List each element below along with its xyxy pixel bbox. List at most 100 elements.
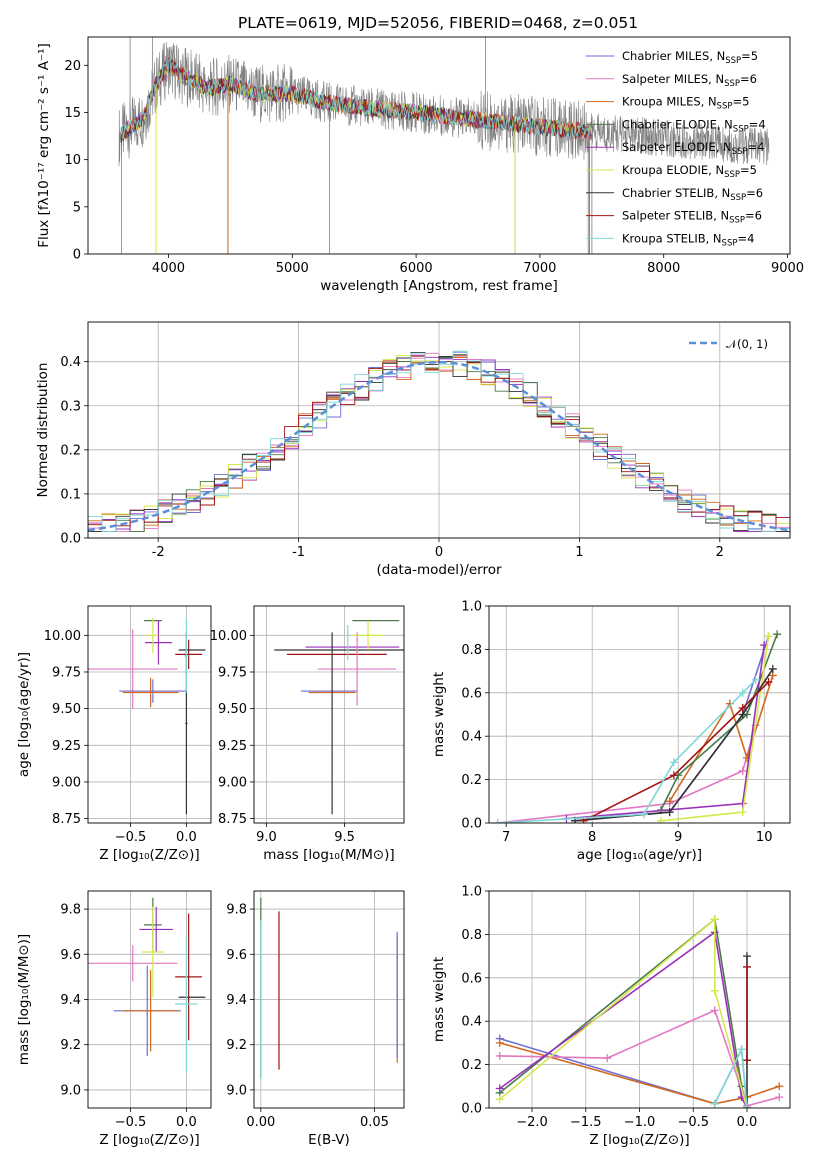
x-tick-label: 10 — [756, 830, 773, 845]
data-point — [122, 677, 179, 708]
weight-marker — [657, 816, 665, 823]
legend-subscript: SSP — [717, 102, 733, 112]
legend-name: Chabrier ELODIE, N — [622, 117, 733, 131]
legend-subscript: SSP — [733, 124, 749, 134]
y-tick-label: 0.6 — [461, 686, 482, 701]
legend-count: =6 — [745, 209, 762, 223]
x-tick-label: 9.0 — [256, 830, 277, 845]
weight-marker — [738, 808, 747, 817]
x-axis-label: wavelength [Angstrom, rest frame] — [320, 278, 558, 294]
x-axis-label: Z [log₁₀(Z/Z⊙)] — [589, 1132, 689, 1148]
x-tick-label: 2 — [716, 545, 724, 560]
weight-line-1 — [499, 1042, 780, 1105]
legend-entry: Salpeter STELIB, NSSP=6 — [622, 209, 762, 226]
x-tick-label: 8000 — [647, 261, 680, 276]
y-axis-label: age [log₁₀(age/yr)] — [16, 652, 32, 777]
legend-name: Kroupa STELIB, N — [622, 231, 722, 245]
weight-marker — [495, 1084, 504, 1093]
y-tick-label: 0.2 — [60, 443, 81, 458]
y-tick-label: 9.25 — [52, 739, 81, 754]
y-tick-label: 0.6 — [461, 971, 482, 986]
x-tick-label: 0.0 — [737, 1115, 758, 1130]
y-tick-label: 10 — [64, 153, 81, 168]
weight-marker — [743, 1056, 751, 1065]
y-axis-label: Flux [fλ10⁻¹⁷ erg cm⁻² s⁻¹ A⁻¹] — [36, 43, 52, 248]
y-tick-label: 0.4 — [60, 355, 81, 370]
weight-marker — [710, 1006, 719, 1015]
axes-frame — [87, 890, 212, 1109]
legend-name: Chabrier STELIB, N — [622, 186, 730, 200]
data-point — [139, 906, 173, 953]
data-point — [122, 970, 179, 1052]
weight-line-1 — [497, 725, 757, 823]
x-tick-label: 7 — [502, 830, 510, 845]
legend-entry: Salpeter MILES, NSSP=6 — [622, 72, 757, 89]
residual-histogram-8 — [88, 350, 790, 532]
x-tick-label: −0.5 — [115, 830, 147, 845]
legend-subscript: SSP — [732, 147, 748, 157]
y-tick-label: 9.00 — [218, 775, 247, 790]
data-point — [145, 620, 172, 665]
weight-marker — [775, 1082, 784, 1091]
axes-frame — [488, 890, 791, 1109]
weight-marker — [665, 808, 674, 817]
plot-area — [254, 606, 404, 823]
weight-marker — [775, 1093, 784, 1102]
y-tick-label: 9.6 — [226, 948, 247, 963]
plot-area — [489, 891, 790, 1108]
y-tick-label: 1.0 — [461, 600, 482, 615]
y-tick-label: 9.2 — [226, 1038, 247, 1053]
model-spectrum-7 — [121, 57, 593, 140]
legend-entry: Kroupa MILES, NSSP=5 — [622, 95, 749, 112]
y-tick-label: 9.4 — [60, 993, 81, 1008]
y-tick-label: 9.6 — [60, 948, 81, 963]
x-tick-label: 4000 — [152, 261, 185, 276]
legend-count: =4 — [748, 140, 765, 154]
y-tick-label: 0.8 — [461, 643, 482, 658]
data-point — [88, 945, 178, 982]
plot-area — [88, 322, 790, 538]
weight-line-2 — [668, 675, 774, 802]
age-vs-mass-panel: 9.0 9.5 8.75 9.00 9.25 9.50 9.75 10.00 mass [log… — [210, 605, 405, 863]
data-point — [88, 629, 178, 709]
plot-area — [254, 891, 404, 1108]
legend-count: =6 — [746, 186, 763, 200]
legend-name: Salpeter STELIB, N — [622, 209, 729, 223]
weight-marker — [495, 1038, 504, 1047]
y-tick-label: 0.0 — [60, 532, 81, 547]
figure-title: PLATE=0619, MJD=52056, FIBERID=0468, z=0… — [238, 14, 638, 32]
y-tick-label: 15 — [64, 106, 81, 121]
x-tick-label: -1 — [292, 545, 305, 560]
data-point — [175, 936, 198, 1072]
weight-marker — [743, 1104, 751, 1108]
legend-name: Kroupa MILES, N — [622, 95, 717, 109]
y-tick-label: 9.8 — [60, 903, 81, 918]
plot-area — [88, 606, 211, 823]
mass-vs-metallicity-panel: −0.5 0.0 9.0 9.2 9.4 9.6 9.8 Z [log₁₀(Z/Z⊙)] mas… — [16, 890, 212, 1148]
weight-marker — [665, 797, 674, 806]
weight-vs-age-panel: 7 8 9 10 0.0 0.2 0.4 0.6 0.8 1.0 age [log₁₀(age/yr… — [431, 600, 791, 863]
weight-marker — [737, 1045, 746, 1054]
model-spectrum-6 — [121, 59, 593, 143]
weight-marker — [738, 703, 747, 712]
x-tick-label: 0 — [435, 545, 443, 560]
y-tick-label: 0.4 — [461, 730, 482, 745]
data-point — [175, 913, 203, 1041]
weight-marker — [738, 799, 747, 808]
y-tick-label: 9.50 — [218, 702, 247, 717]
x-tick-label: −0.5 — [677, 1115, 709, 1130]
y-tick-label: 9.2 — [60, 1038, 81, 1053]
legend-subscript: SSP — [722, 238, 738, 248]
age-vs-metallicity-panel: −0.5 0.0 8.75 9.00 9.25 9.50 9.75 10.00 Z [log₁₀… — [16, 605, 212, 863]
legend-name: Salpeter MILES, N — [622, 72, 724, 86]
x-axis-label: Z [log₁₀(Z/Z⊙)] — [99, 1132, 199, 1148]
x-tick-label: 0.05 — [360, 1115, 389, 1130]
y-tick-label: 9.8 — [226, 903, 247, 918]
x-tick-label: 5000 — [276, 261, 309, 276]
weight-marker — [764, 677, 773, 686]
y-tick-label: 0.4 — [461, 1015, 482, 1030]
legend-name: Salpeter ELODIE, N — [622, 140, 732, 154]
axes-frame — [87, 605, 212, 824]
x-tick-label: −1.0 — [624, 1115, 656, 1130]
